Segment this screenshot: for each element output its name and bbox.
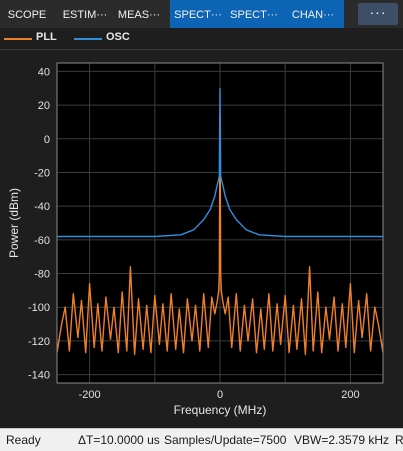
status-delta-t: ΔT=10.0000 us	[78, 433, 160, 447]
x-axis: -200 0 200	[79, 389, 360, 401]
legend-label-pll: PLL	[36, 31, 57, 43]
y-tick-label: -140	[28, 370, 50, 382]
x-tick-label: 200	[341, 389, 359, 401]
y-tick-label: -100	[28, 302, 50, 314]
y-axis-label: Power (dBm)	[7, 188, 21, 258]
tab-estimate[interactable]: ESTIM···	[62, 9, 108, 21]
legend: PLL OSC	[0, 28, 403, 50]
plot-border	[56, 62, 384, 384]
status-state: Ready	[6, 433, 41, 447]
status-rbw: R	[395, 433, 403, 447]
y-tick-label: 40	[38, 66, 50, 78]
tab-spectrum-2[interactable]: SPECT···	[226, 0, 282, 28]
y-tick-label: -120	[28, 336, 50, 348]
x-tick-label: -200	[79, 389, 101, 401]
y-tick-label: 20	[38, 100, 50, 112]
more-options-icon: ···	[369, 4, 387, 20]
x-axis-label: Frequency (MHz)	[174, 403, 267, 417]
more-options-button[interactable]: ···	[358, 3, 398, 25]
legend-swatch-pll	[4, 38, 32, 40]
status-bar: Ready ΔT=10.0000 us Samples/Update=7500 …	[0, 428, 403, 451]
tab-spectrum-1[interactable]: SPECT···	[170, 0, 226, 28]
tab-scope[interactable]: SCOPE	[7, 9, 47, 21]
status-samples: Samples/Update=7500	[164, 433, 287, 447]
legend-label-osc: OSC	[106, 31, 130, 43]
y-tick-label: -80	[34, 269, 50, 281]
x-tick-label: 0	[217, 389, 223, 401]
y-tick-label: -40	[34, 201, 50, 213]
y-tick-label: -60	[34, 235, 50, 247]
y-tick-label: -20	[34, 167, 50, 179]
legend-swatch-osc	[74, 38, 102, 40]
series	[57, 87, 383, 356]
series-line-osc	[57, 87, 383, 238]
status-vbw: VBW=2.3579 kHz	[294, 433, 390, 447]
y-tick-label: 0	[44, 134, 50, 146]
tab-measurements[interactable]: MEAS···	[117, 9, 161, 21]
y-axis: 40 20 0 -20 -40 -60 -80 -100 -120 -140	[28, 66, 50, 381]
tab-channel[interactable]: CHAN···	[282, 0, 344, 28]
toolstrip: SCOPE ESTIM··· MEAS··· SPECT··· SPECT···…	[0, 0, 403, 28]
